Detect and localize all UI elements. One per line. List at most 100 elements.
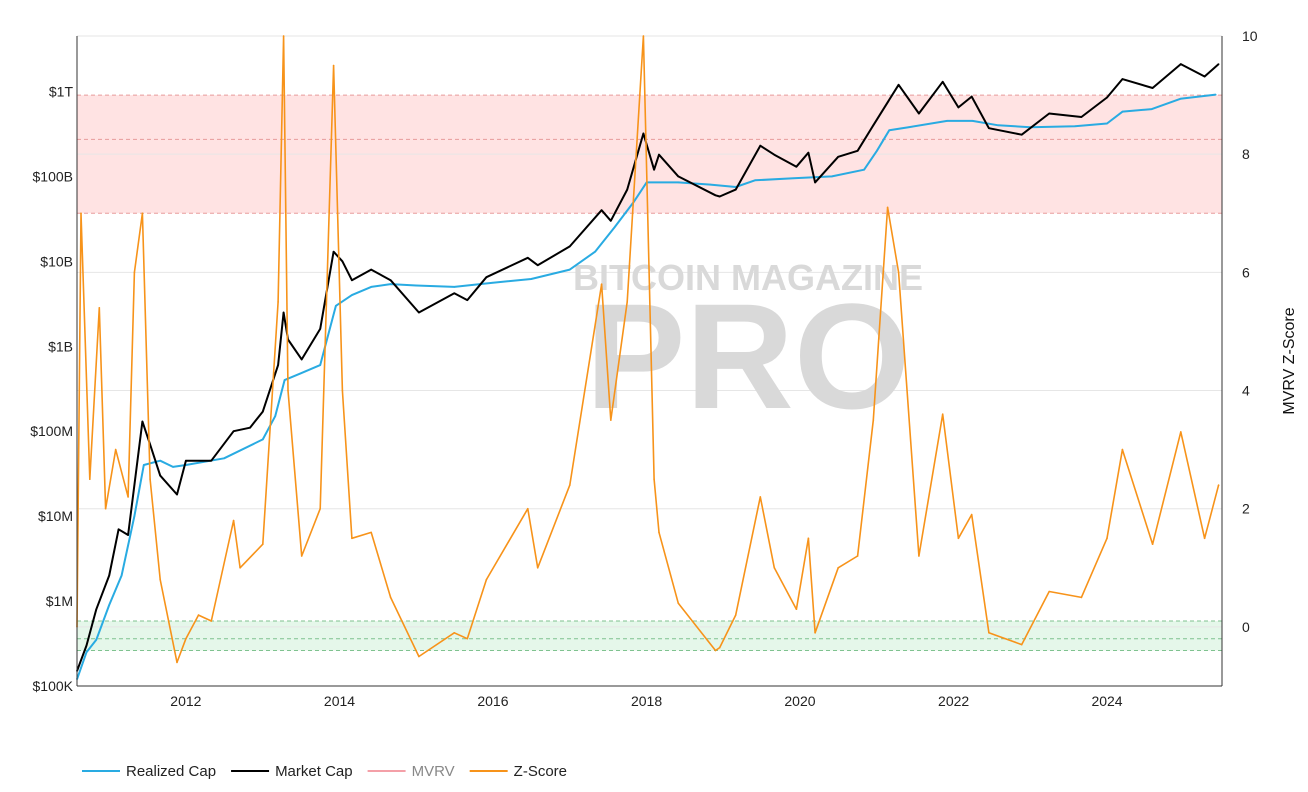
series-point-1-37 bbox=[658, 153, 660, 156]
series-point-2-16 bbox=[239, 567, 241, 569]
series-point-0-32 bbox=[754, 179, 756, 182]
series-point-0-17 bbox=[351, 294, 353, 296]
series-point-1-57 bbox=[1048, 112, 1050, 115]
series-point-2-5 bbox=[114, 448, 117, 451]
legend-label-market-cap: Market Cap bbox=[275, 763, 353, 780]
series-layer bbox=[76, 35, 1220, 681]
series-point-1-12 bbox=[232, 430, 235, 433]
series-point-2-25 bbox=[351, 537, 353, 540]
x-tick-label: 2024 bbox=[1091, 693, 1122, 709]
series-point-2-59 bbox=[988, 632, 990, 634]
series-point-2-21 bbox=[300, 555, 303, 557]
series-point-1-55 bbox=[988, 127, 990, 129]
series-point-1-9 bbox=[176, 493, 178, 496]
series-point-2-11 bbox=[176, 661, 178, 664]
y-left-tick-label: $100B bbox=[33, 168, 73, 184]
series-point-1-28 bbox=[485, 276, 488, 279]
series-point-1-42 bbox=[759, 144, 762, 147]
series-point-0-15 bbox=[319, 364, 322, 366]
series-point-0-8 bbox=[172, 466, 174, 468]
series-point-1-34 bbox=[626, 188, 628, 191]
series-point-1-25 bbox=[418, 311, 420, 314]
series-point-1-30 bbox=[536, 264, 539, 267]
series-point-1-43 bbox=[773, 153, 776, 156]
series-point-0-34 bbox=[831, 175, 833, 178]
series-point-2-68 bbox=[1217, 484, 1220, 486]
series-point-0-13 bbox=[283, 379, 286, 381]
series-point-0-44 bbox=[1106, 122, 1108, 125]
series-point-2-10 bbox=[159, 578, 161, 581]
series-point-2-19 bbox=[282, 35, 285, 37]
series-point-2-2 bbox=[89, 478, 91, 481]
x-tick-label: 2016 bbox=[477, 693, 508, 709]
y-right-tick-label: 4 bbox=[1242, 383, 1250, 399]
series-point-0-4 bbox=[120, 574, 123, 577]
series-point-1-45 bbox=[807, 151, 810, 154]
series-point-2-47 bbox=[795, 608, 798, 610]
series-point-2-58 bbox=[970, 513, 973, 516]
series-point-0-3 bbox=[108, 604, 110, 606]
series-point-1-41 bbox=[734, 188, 737, 191]
series-point-0-30 bbox=[709, 183, 712, 186]
series-point-0-25 bbox=[594, 250, 596, 253]
legend-label-realized-cap: Realized Cap bbox=[126, 763, 216, 780]
series-point-1-1 bbox=[85, 644, 88, 647]
series-point-1-63 bbox=[1203, 75, 1206, 78]
series-point-2-55 bbox=[918, 555, 920, 557]
series-point-2-1 bbox=[80, 212, 82, 215]
series-point-0-29 bbox=[677, 181, 680, 184]
series-point-2-60 bbox=[1020, 643, 1023, 646]
series-point-2-52 bbox=[872, 419, 875, 421]
series-point-2-57 bbox=[957, 537, 960, 540]
x-tick-label: 2020 bbox=[784, 693, 815, 709]
series-point-2-49 bbox=[814, 632, 816, 634]
series-point-0-10 bbox=[223, 457, 225, 460]
series-point-2-4 bbox=[104, 507, 107, 510]
series-point-0-39 bbox=[946, 120, 948, 122]
series-point-1-38 bbox=[677, 175, 680, 178]
series-point-0-23 bbox=[530, 278, 532, 280]
series-point-2-43 bbox=[718, 646, 721, 649]
x-tick-label: 2022 bbox=[938, 693, 969, 709]
series-point-1-35 bbox=[642, 132, 645, 135]
series-point-2-50 bbox=[837, 567, 839, 569]
legend-label-mvrv: MVRV bbox=[412, 763, 455, 780]
series-point-2-27 bbox=[389, 596, 392, 599]
y-left-tick-label: $1T bbox=[49, 83, 74, 99]
series-point-1-44 bbox=[795, 165, 798, 168]
series-point-1-46 bbox=[814, 181, 816, 184]
series-point-2-32 bbox=[527, 507, 529, 510]
series-point-2-51 bbox=[856, 555, 859, 557]
axes-layer: $100K $1M $10M $100M $1B $10B $100B $1T 0 2 4 6 8 10 2… bbox=[30, 28, 1298, 709]
series-point-2-46 bbox=[773, 567, 776, 569]
series-point-1-29 bbox=[527, 257, 529, 259]
series-point-2-20 bbox=[287, 389, 289, 392]
series-point-1-14 bbox=[262, 410, 264, 413]
series-point-2-36 bbox=[610, 419, 612, 421]
series-point-2-8 bbox=[141, 212, 144, 215]
series-point-0-41 bbox=[997, 124, 999, 127]
series-point-1-56 bbox=[1020, 133, 1023, 136]
y-right-tick-label: 0 bbox=[1242, 619, 1250, 635]
series-point-0-47 bbox=[1179, 98, 1182, 100]
series-point-2-67 bbox=[1203, 537, 1206, 540]
series-point-2-29 bbox=[453, 632, 456, 634]
series-point-1-22 bbox=[351, 279, 353, 282]
series-point-2-13 bbox=[197, 614, 200, 616]
series-point-2-56 bbox=[941, 413, 944, 416]
legend: Realized Cap Market Cap MVRV Z-Score bbox=[82, 763, 567, 780]
series-point-2-54 bbox=[897, 271, 900, 274]
series-point-0-38 bbox=[907, 126, 910, 128]
series-point-2-63 bbox=[1106, 537, 1108, 540]
series-point-1-50 bbox=[897, 84, 900, 86]
series-point-2-3 bbox=[98, 307, 101, 309]
y-right-tick-label: 8 bbox=[1242, 146, 1250, 162]
series-point-1-62 bbox=[1180, 63, 1182, 65]
series-point-2-6 bbox=[127, 496, 129, 498]
series-point-1-18 bbox=[300, 358, 303, 361]
series-point-2-26 bbox=[370, 531, 373, 534]
series-point-0-40 bbox=[971, 120, 974, 122]
series-point-0-7 bbox=[159, 459, 161, 462]
series-point-1-60 bbox=[1121, 78, 1124, 80]
y-left-tick-label: $10M bbox=[38, 508, 73, 524]
